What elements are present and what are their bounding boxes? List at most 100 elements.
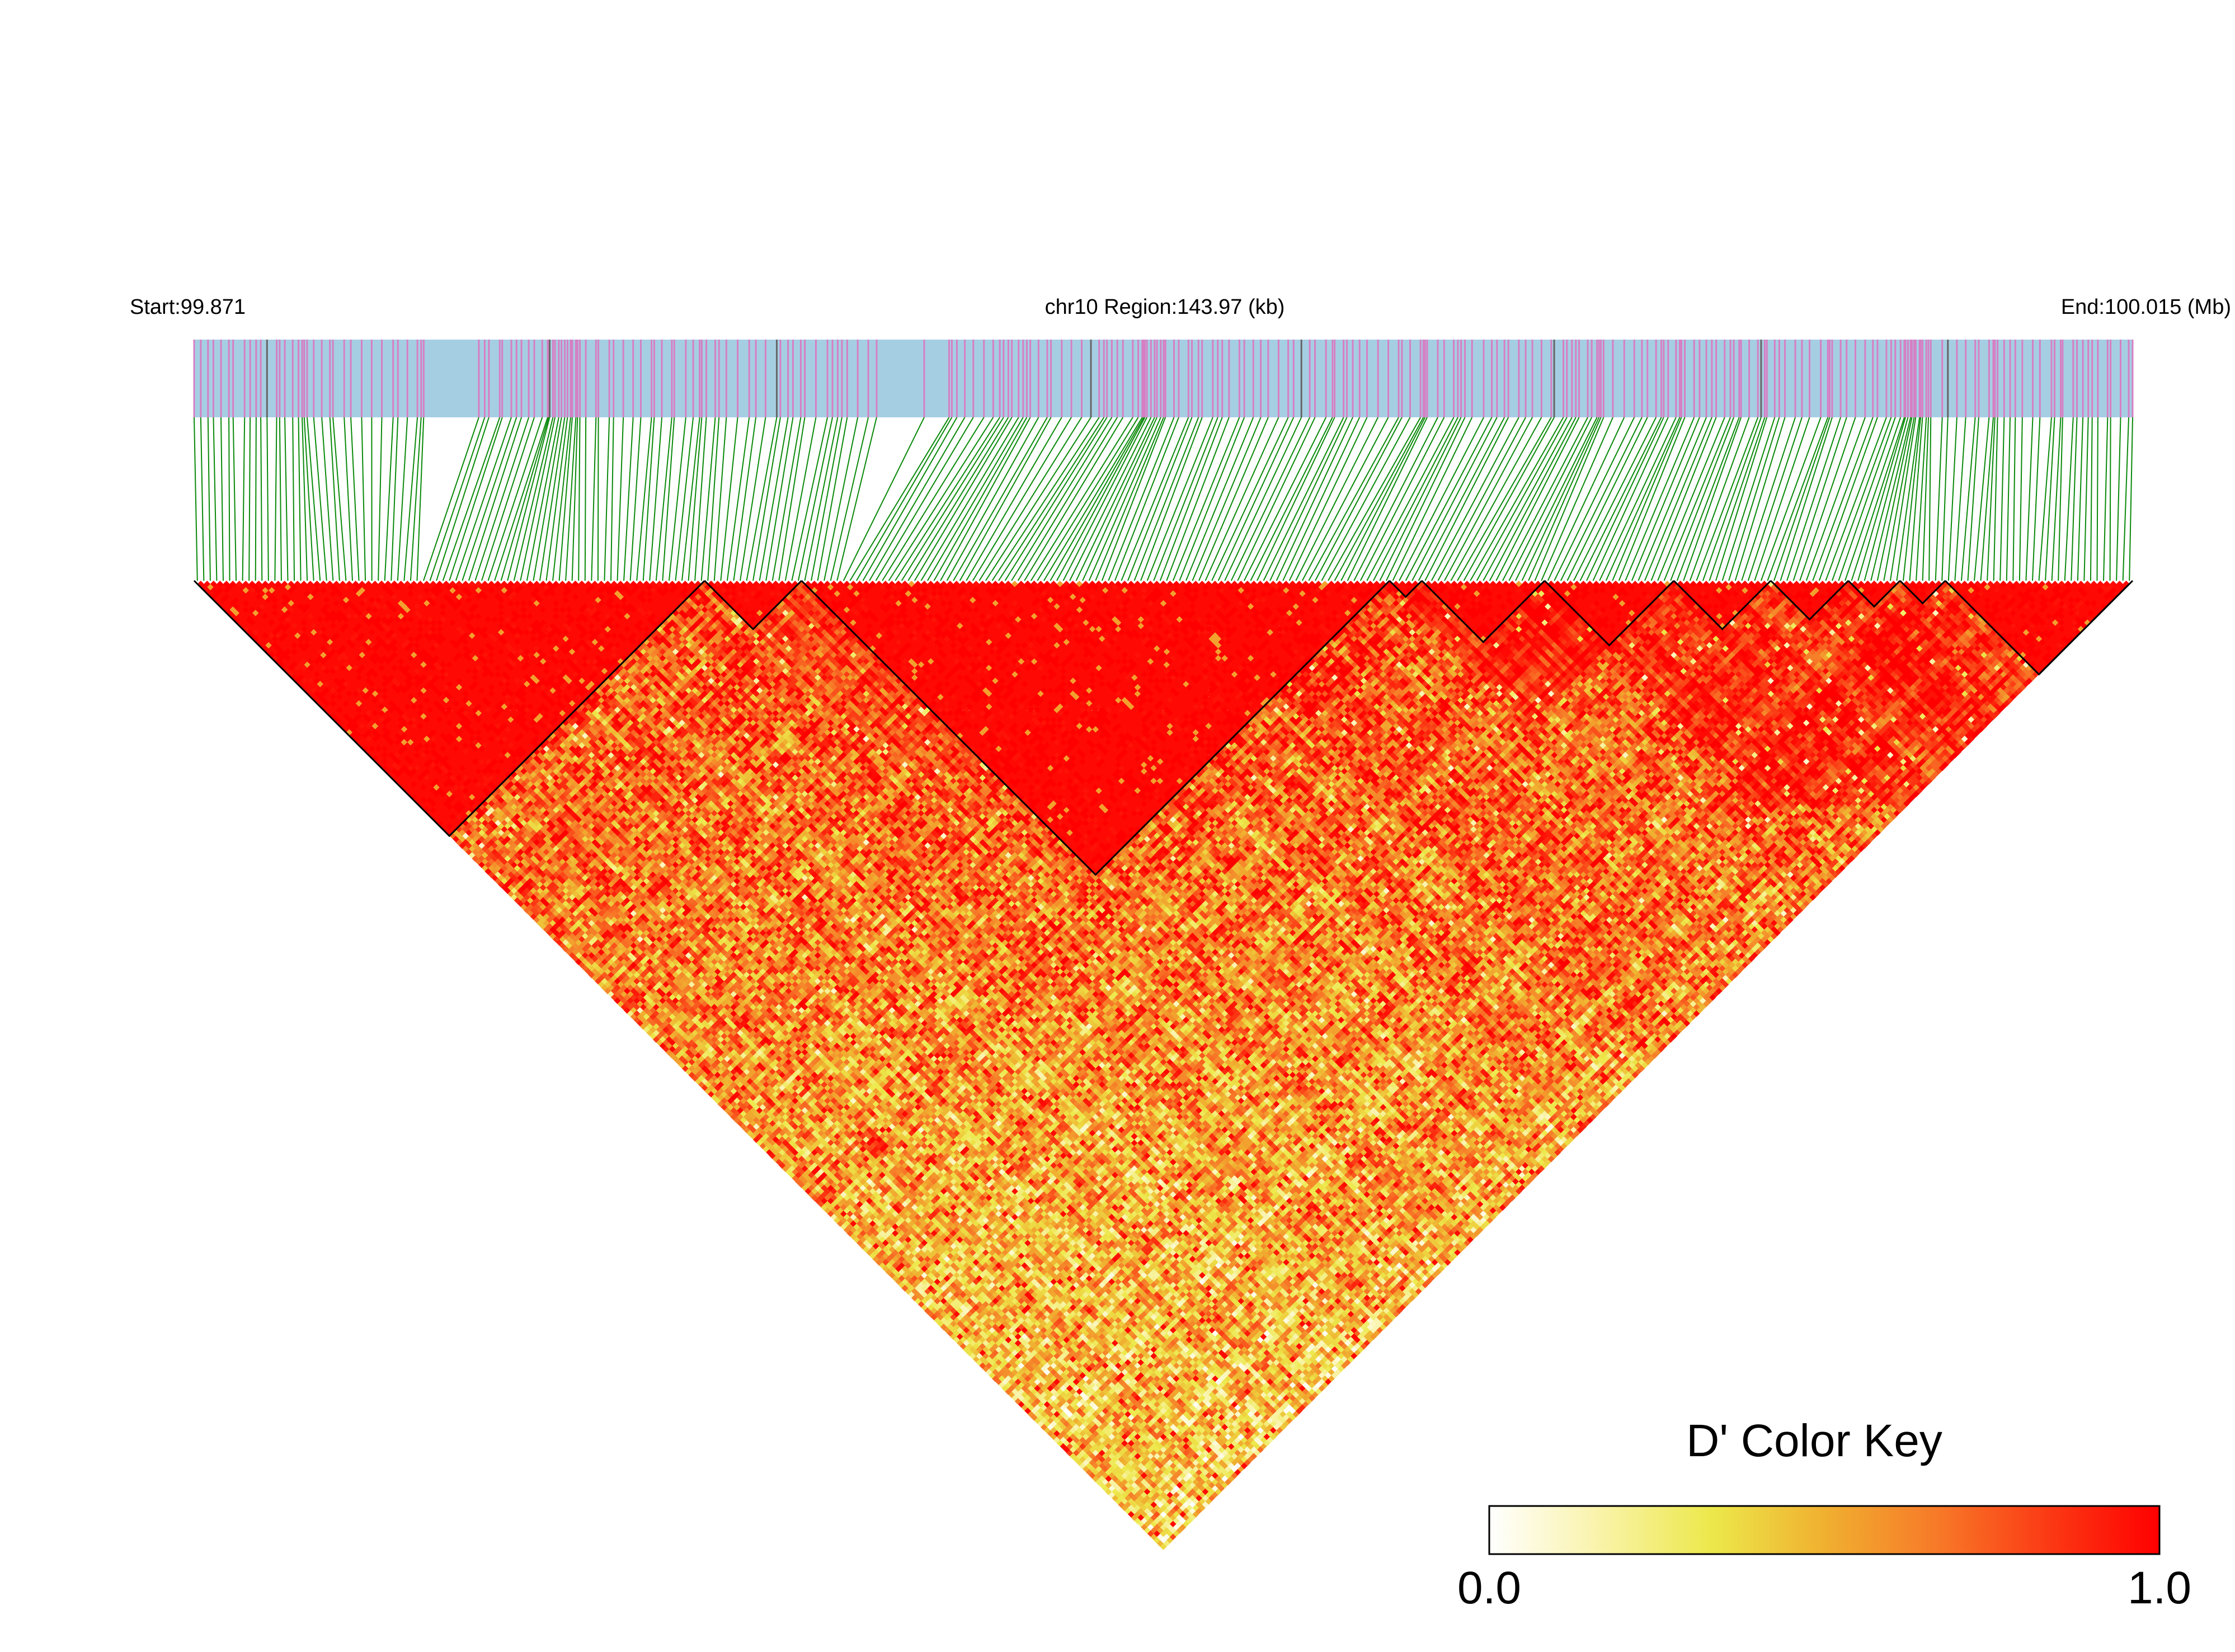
snp-connector	[739, 417, 766, 581]
snp-connector	[1625, 417, 1695, 581]
snp-connector	[713, 417, 727, 581]
snp-connector	[1935, 417, 1943, 581]
snp-connector	[655, 417, 672, 581]
snp-connector	[1528, 417, 1602, 581]
snp-connector	[442, 417, 501, 581]
snp-connector	[1353, 417, 1438, 581]
snp-connector	[1560, 417, 1643, 581]
snp-connector	[1037, 417, 1139, 581]
snp-connector	[1204, 417, 1279, 581]
snp-connector	[778, 417, 806, 581]
snp-connector	[765, 417, 794, 581]
snp-connector	[1489, 417, 1577, 581]
snp-connector	[843, 417, 925, 581]
snp-connector	[1657, 417, 1725, 581]
snp-connector	[2109, 417, 2111, 581]
snp-connector	[279, 417, 282, 581]
snp-connector	[1418, 417, 1505, 581]
snp-connector	[933, 417, 1028, 581]
snp-connector	[571, 417, 578, 581]
snp-connector	[1838, 417, 1896, 581]
snp-connector	[1980, 417, 1994, 581]
snp-connector	[1121, 417, 1189, 581]
snp-connector	[623, 417, 634, 581]
snp-connector	[1534, 417, 1605, 581]
snp-connector	[520, 417, 556, 581]
snp-connector	[1876, 417, 1913, 581]
snp-connector	[2083, 417, 2089, 581]
snp-connector	[1024, 417, 1124, 581]
snp-connector	[1386, 417, 1466, 581]
snp-connector	[882, 417, 985, 581]
snp-connector	[1922, 417, 1930, 581]
snp-connector	[1301, 417, 1389, 581]
snp-connector	[1851, 417, 1905, 581]
snp-connector	[1166, 417, 1230, 581]
snp-connector	[1508, 417, 1593, 581]
ld-cell-group	[462, 583, 2023, 1541]
snp-connector	[836, 417, 877, 581]
haplotype-block	[193, 580, 705, 837]
snp-connector	[539, 417, 566, 581]
snp-connector	[1450, 417, 1542, 581]
snp-connector	[720, 417, 738, 581]
snp-connector	[1709, 417, 1766, 581]
snp-connector	[558, 417, 573, 581]
snp-connector	[849, 417, 950, 581]
snp-connector	[1612, 417, 1682, 581]
color-key-title: D' Color Key	[1686, 1415, 1942, 1466]
snp-connector	[481, 417, 535, 581]
snp-connector	[1495, 417, 1580, 581]
snp-connector	[1198, 417, 1269, 581]
ld-cell-group	[472, 587, 2036, 1466]
snp-connector	[1683, 417, 1742, 581]
snp-connector	[410, 417, 422, 581]
snp-connector	[617, 417, 624, 581]
snp-connector	[662, 417, 675, 581]
snp-connector	[1321, 417, 1411, 581]
snp-connector	[1554, 417, 1635, 581]
snp-connector	[985, 417, 1091, 581]
haplotype-block	[704, 580, 802, 630]
snp-connector	[403, 417, 418, 581]
snp-connector	[2025, 417, 2034, 581]
snp-connector	[397, 417, 408, 581]
snp-connector	[2103, 417, 2109, 581]
snp-connector	[303, 417, 314, 581]
snp-connector	[1379, 417, 1462, 581]
snp-connector	[1916, 417, 1927, 581]
snp-connector	[1088, 417, 1161, 581]
snp-connector	[1825, 417, 1887, 581]
snp-connector	[811, 417, 843, 581]
snp-connector	[1424, 417, 1509, 581]
snp-connector	[1947, 417, 1958, 581]
snp-connector	[1192, 417, 1262, 581]
snp-connector	[649, 417, 662, 581]
snp-connector	[1967, 417, 1979, 581]
snp-connector	[1069, 417, 1152, 581]
snp-connector	[707, 417, 720, 581]
snp-connector	[302, 417, 308, 581]
snp-connector	[1502, 417, 1588, 581]
snp-connector	[1095, 417, 1164, 581]
snp-connector	[232, 417, 237, 581]
snp-connector	[361, 417, 366, 581]
snp-connector	[791, 417, 829, 581]
snp-connector	[1463, 417, 1555, 581]
snp-connector	[629, 417, 642, 581]
snp-connector	[207, 417, 211, 581]
snp-connector	[1062, 417, 1148, 581]
snp-connector	[2051, 417, 2062, 581]
snp-connector	[1747, 417, 1803, 581]
snp-connector	[978, 417, 1083, 581]
snp-connector	[1754, 417, 1810, 581]
snp-connector	[378, 417, 383, 581]
snp-connector	[733, 417, 757, 581]
snp-connector	[494, 417, 548, 581]
snp-connector	[384, 417, 394, 581]
snp-connector	[1728, 417, 1780, 581]
snp-connector	[1483, 417, 1573, 581]
snp-connector	[329, 417, 340, 581]
snp-connector	[1315, 417, 1403, 581]
snp-connector	[784, 417, 817, 581]
